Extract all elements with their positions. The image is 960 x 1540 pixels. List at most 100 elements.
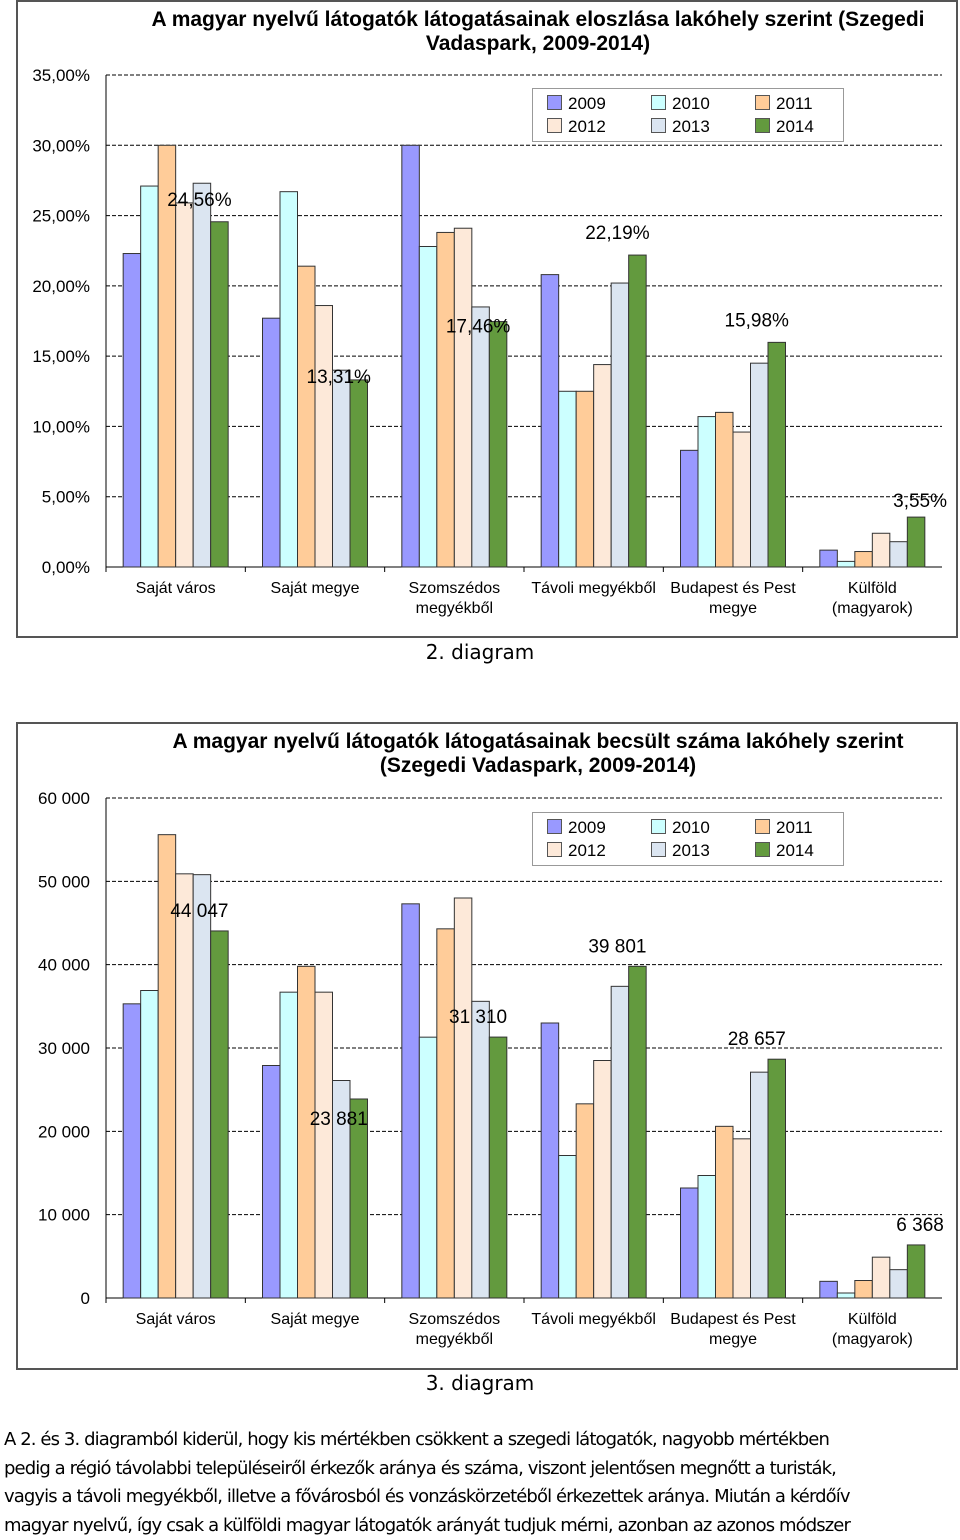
bar-2014 [489, 1037, 507, 1298]
legend-item-2014: 2014 [755, 842, 814, 860]
x-tick-label: megyékből [416, 1331, 493, 1348]
y-tick-label: 10 000 [38, 1206, 90, 1225]
bar-2011 [855, 552, 873, 567]
legend-swatch [755, 842, 770, 857]
bar-2012 [872, 533, 890, 567]
bar-2009 [820, 550, 838, 567]
paragraph-line: magyar nyelvű, így csak a külföldi magya… [4, 1512, 956, 1540]
bar-2009 [541, 1023, 559, 1298]
legend-swatch [651, 842, 666, 857]
legend-swatch [547, 842, 562, 857]
body-paragraph: A 2. és 3. diagramból kiderül, hogy kis … [4, 1426, 956, 1540]
legend-swatch [651, 118, 666, 133]
chart-2-caption: 3. diagram [0, 1371, 960, 1395]
bar-2010 [559, 1156, 577, 1299]
legend-item-2014: 2014 [755, 118, 814, 136]
bar-2010 [837, 561, 855, 567]
x-tick-label: Távoli megyékből [531, 580, 656, 597]
bar-2012 [315, 992, 333, 1298]
y-tick-label: 30,00% [32, 136, 90, 155]
legend-label: 2011 [776, 818, 813, 837]
legend-label: 2013 [672, 117, 710, 136]
y-tick-label: 15,00% [32, 347, 90, 366]
bar-2012 [176, 874, 194, 1298]
paragraph-line: pedig a régió távolabbi településeiről é… [4, 1455, 956, 1484]
data-label: 15,98% [725, 310, 790, 331]
chart-2-container: A magyar nyelvű látogatók látogatásainak… [16, 722, 958, 1370]
y-tick-label: 60 000 [38, 789, 90, 808]
data-label: 17,46% [446, 317, 511, 338]
bar-2009 [681, 1188, 699, 1298]
legend-label: 2011 [776, 94, 813, 113]
bar-2012 [315, 306, 333, 567]
bar-2011 [855, 1281, 873, 1299]
bar-2011 [437, 929, 455, 1298]
legend-label: 2010 [672, 818, 710, 837]
bar-2013 [611, 986, 629, 1298]
legend-item-2011: 2011 [755, 819, 813, 837]
bar-2014 [768, 342, 786, 567]
x-tick-label: Saját város [136, 580, 216, 597]
bar-2009 [263, 318, 281, 567]
bar-2014 [211, 931, 229, 1298]
legend-swatch [651, 819, 666, 834]
chart-1-caption: 2. diagram [0, 640, 960, 664]
legend-swatch [547, 819, 562, 834]
bar-2009 [820, 1281, 838, 1298]
x-tick-label: Külföld [848, 580, 897, 597]
bar-2010 [837, 1293, 855, 1298]
legend-swatch [755, 95, 770, 110]
legend-item-2009: 2009 [547, 819, 606, 837]
y-tick-label: 25,00% [32, 207, 90, 226]
x-tick-label: megye [709, 600, 757, 617]
bar-2010 [419, 1037, 437, 1298]
legend-label: 2013 [672, 841, 710, 860]
legend-label: 2014 [776, 117, 814, 136]
x-tick-label: (magyarok) [832, 600, 913, 617]
x-tick-label: Saját város [136, 1311, 216, 1328]
chart-1-legend: 2009 2010 2011 2012 2013 2014 [532, 88, 844, 142]
legend-item-2011: 2011 [755, 95, 813, 113]
data-label: 31 310 [449, 1007, 507, 1028]
bar-2014 [629, 255, 647, 567]
x-tick-label: Saját megye [271, 580, 360, 597]
y-tick-label: 0 [81, 1289, 90, 1308]
bar-2009 [402, 904, 420, 1298]
bar-2013 [193, 875, 211, 1298]
chart-1-container: A magyar nyelvű látogatók látogatásainak… [16, 0, 958, 638]
bar-2010 [698, 417, 716, 567]
bar-2009 [263, 1066, 281, 1299]
bar-2012 [594, 365, 612, 567]
y-tick-label: 30 000 [38, 1039, 90, 1058]
bar-2010 [698, 1176, 716, 1299]
bar-2010 [559, 391, 577, 567]
y-tick-label: 5,00% [42, 488, 90, 507]
legend-label: 2014 [776, 841, 814, 860]
bar-2014 [907, 1245, 925, 1298]
bar-2011 [437, 232, 455, 567]
bar-2009 [681, 450, 699, 567]
legend-label: 2012 [568, 117, 606, 136]
bar-2010 [141, 991, 159, 1299]
bar-2009 [123, 1004, 140, 1298]
x-tick-label: megye [709, 1331, 757, 1348]
legend-swatch [547, 118, 562, 133]
bar-2014 [489, 322, 507, 567]
bar-2014 [768, 1059, 786, 1298]
bar-2011 [716, 1126, 734, 1298]
y-tick-label: 40 000 [38, 956, 90, 975]
legend-label: 2009 [568, 818, 606, 837]
x-tick-label: Budapest és Pest [670, 580, 796, 597]
x-tick-label: Saját megye [271, 1311, 360, 1328]
bar-2013 [751, 363, 769, 567]
bar-2013 [890, 1270, 908, 1298]
bar-2009 [402, 145, 420, 567]
paragraph-line: vagyis a távoli megyékből, illetve a főv… [4, 1483, 956, 1512]
x-tick-label: (magyarok) [832, 1331, 913, 1348]
bar-2012 [733, 1139, 751, 1298]
y-tick-label: 0,00% [42, 558, 90, 577]
x-tick-label: Külföld [848, 1311, 897, 1328]
bar-2011 [716, 412, 734, 567]
x-tick-label: Budapest és Pest [670, 1311, 796, 1328]
data-label: 3,55% [893, 491, 947, 512]
